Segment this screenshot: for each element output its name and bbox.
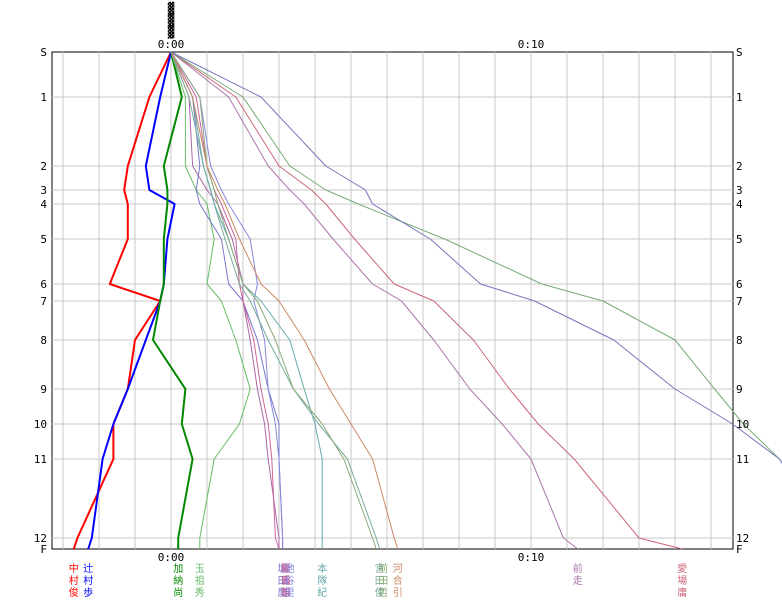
x-tick-label-bottom: 0:00 (158, 551, 185, 564)
series-line-12 (170, 51, 399, 550)
y-tick-label-left: 3 (40, 184, 47, 197)
runner-name-char: 前 (573, 562, 583, 575)
series-line-13 (170, 51, 579, 550)
runner-name-char: 田 (278, 576, 288, 587)
runner-name-char: 隊 (317, 574, 327, 587)
top-marker: ▓ (168, 13, 175, 27)
runner-name-char: 愛 (677, 562, 687, 575)
runner-name-char: 紀 (317, 586, 327, 599)
series-line-4 (170, 51, 251, 549)
y-tick-label-left: S (40, 46, 47, 59)
series-line-5 (170, 51, 284, 549)
y-tick-label-right: 8 (736, 334, 743, 347)
y-tick-label-right: 1 (736, 91, 743, 104)
runner-name-char: 俊 (375, 586, 385, 599)
runner-name-char: 田 (378, 576, 388, 587)
runner-name-char: 雄 (281, 586, 291, 599)
y-tick-label-left: 4 (40, 198, 47, 211)
runner-name-char: 板 (281, 562, 291, 575)
y-tick-label-left: 8 (40, 334, 47, 347)
runner-name-char: 田 (375, 576, 385, 587)
y-tick-label-right: 9 (736, 383, 743, 396)
y-tick-label-right: 3 (736, 184, 743, 197)
runner-name-char: 中 (69, 562, 79, 575)
runner-name-char: 慶 (278, 586, 288, 599)
y-tick-label-right: S (736, 46, 743, 59)
y-tick-label-left: 7 (40, 295, 47, 308)
y-tick-label-left: 6 (40, 278, 47, 291)
runner-name-char: 加 (173, 563, 183, 575)
y-tick-label-right: 11 (736, 453, 749, 466)
series-line-11 (170, 51, 377, 550)
runner-name-char: 高 (281, 574, 291, 587)
series-line-8 (170, 51, 284, 549)
y-tick-label-right: F (736, 543, 743, 556)
runner-name-char: 香 (281, 575, 291, 587)
runner-name-char: 馬 (281, 587, 291, 599)
runner-name-char: 本 (317, 562, 327, 575)
series-line-1 (72, 51, 172, 550)
runner-name-char: 納 (173, 574, 183, 587)
y-tick-label-right: 7 (736, 295, 743, 308)
runner-name-char: 辻 (83, 562, 93, 575)
runner-name-char: 尚 (173, 586, 183, 599)
runner-name-char: 引 (393, 587, 403, 599)
y-tick-label-right: 5 (736, 233, 743, 246)
y-tick-label-left: 2 (40, 160, 47, 173)
x-tick-label-top: 0:10 (518, 38, 545, 51)
runner-name-char: 祖 (195, 574, 205, 587)
runner-name-char: 哲 (378, 587, 388, 599)
x-tick-label-top: 0:00 (158, 38, 185, 51)
y-tick-label-right: 4 (736, 198, 743, 211)
runner-name-char: 秀 (195, 587, 205, 599)
runner-name-char: 前 (378, 562, 388, 575)
runner-name-char: 谷 (285, 575, 295, 587)
runner-name-char: 庸 (677, 586, 687, 599)
y-tick-label-left: 10 (34, 418, 47, 431)
runner-name-char: 池 (285, 562, 295, 575)
y-tick-label-right: 6 (736, 278, 743, 291)
series-line-15 (170, 51, 782, 464)
y-tick-label-left: 1 (40, 91, 47, 104)
y-tick-label-left: F (40, 543, 47, 556)
runner-name-char: 玉 (195, 564, 205, 575)
runner-names: 中村俊辻村歩加納尚玉祖秀堀田慶隆高雄板香馬池谷里宮田俊本隊紀前田哲河合引前走愛場… (69, 562, 687, 599)
runner-name-char: 合 (393, 574, 403, 587)
series-line-16 (170, 51, 782, 465)
runner-name-char: 河 (393, 563, 403, 575)
series-line-10 (170, 51, 323, 549)
runner-name-char: 走 (573, 575, 583, 587)
top-marker: ▓ (168, 1, 175, 15)
top-marker: ▓ (168, 25, 175, 39)
runner-name-char: 村 (69, 574, 79, 587)
runner-name-char: 歩 (83, 586, 93, 599)
y-tick-label-left: 12 (34, 532, 47, 545)
series-line-14 (170, 51, 683, 550)
series-line-6 (170, 51, 280, 549)
y-tick-label-right: 12 (736, 532, 749, 545)
series-lines (72, 51, 782, 550)
runner-name-char: 宮 (375, 562, 385, 575)
runner-name-char: 俊 (69, 586, 79, 599)
y-tick-label-left: 9 (40, 383, 47, 396)
runner-name-char: 場 (677, 574, 687, 587)
runner-name-char: 里 (285, 587, 295, 599)
y-tick-label-right: 2 (736, 160, 743, 173)
runner-name-char: 村 (83, 574, 93, 587)
y-tick-label-left: 11 (34, 453, 47, 466)
y-tick-label-left: 5 (40, 233, 47, 246)
series-line-3 (152, 51, 194, 549)
y-tick-label-right: 10 (736, 418, 749, 431)
runner-name-char: 堀 (278, 563, 288, 575)
runner-name-char: 隆 (281, 562, 291, 575)
x-tick-label-bottom: 0:10 (518, 551, 545, 564)
